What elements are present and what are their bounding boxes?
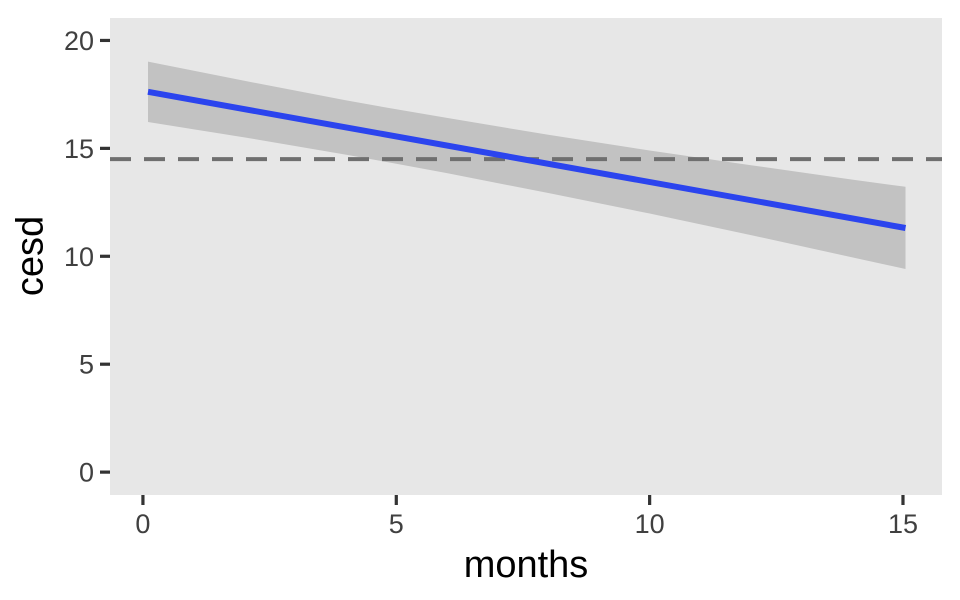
x-axis-title: months bbox=[463, 544, 589, 586]
x-tick-label: 15 bbox=[888, 509, 918, 539]
y-tick-label: 0 bbox=[79, 458, 94, 488]
y-axis-title: cesd bbox=[9, 215, 52, 297]
x-tick-label: 5 bbox=[389, 509, 404, 539]
x-tick-label: 10 bbox=[635, 509, 665, 539]
y-tick-label: 10 bbox=[64, 242, 94, 272]
y-tick-label: 15 bbox=[64, 134, 94, 164]
confidence-band bbox=[148, 61, 906, 270]
regression-line bbox=[147, 88, 907, 231]
x-tick-label: 0 bbox=[135, 509, 150, 539]
y-tick-label: 5 bbox=[79, 350, 94, 380]
y-tick-label: 20 bbox=[64, 26, 94, 56]
